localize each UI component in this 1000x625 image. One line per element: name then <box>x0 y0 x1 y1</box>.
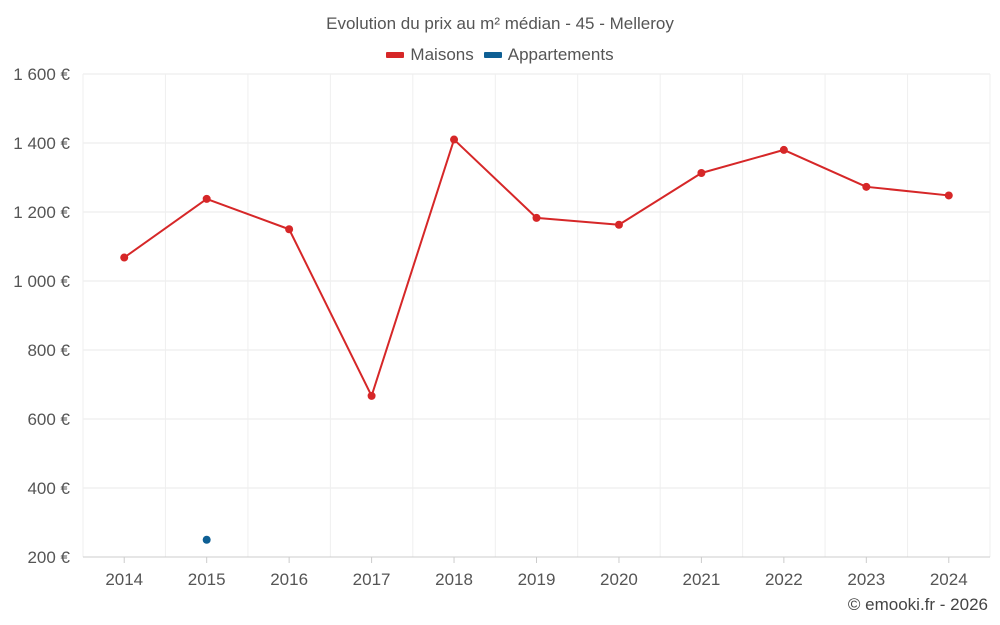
data-point-appartements[interactable] <box>202 535 211 544</box>
legend: Maisons Appartements <box>0 45 1000 65</box>
x-tick-label: 2023 <box>847 570 885 589</box>
data-point-maisons[interactable] <box>614 220 623 229</box>
data-point-maisons[interactable] <box>202 194 211 203</box>
x-tick-label: 2018 <box>435 570 473 589</box>
y-tick-label: 1 400 € <box>13 134 70 153</box>
x-tick-label: 2019 <box>518 570 556 589</box>
x-tick-label: 2022 <box>765 570 803 589</box>
data-point-maisons[interactable] <box>532 213 541 222</box>
data-point-maisons[interactable] <box>862 182 871 191</box>
x-tick-label: 2020 <box>600 570 638 589</box>
data-point-maisons[interactable] <box>779 145 788 154</box>
data-point-maisons[interactable] <box>285 225 294 234</box>
legend-swatch-appartements <box>483 52 502 58</box>
grid-lines <box>82 73 991 558</box>
y-tick-label: 400 € <box>27 479 70 498</box>
x-tick-label: 2014 <box>105 570 143 589</box>
series-layer <box>120 135 953 544</box>
credit-text: © emooki.fr - 2026 <box>847 595 988 614</box>
x-tick-label: 2017 <box>353 570 391 589</box>
y-tick-label: 800 € <box>27 341 70 360</box>
data-point-maisons[interactable] <box>944 191 953 200</box>
data-point-maisons[interactable] <box>367 391 376 400</box>
legend-swatch-maisons <box>386 52 405 58</box>
data-point-maisons[interactable] <box>697 169 706 178</box>
legend-label-appartements: Appartements <box>507 45 614 64</box>
chart-title: Evolution du prix au m² médian - 45 - Me… <box>326 14 674 33</box>
x-tick-label: 2016 <box>270 570 308 589</box>
legend-label-maisons: Maisons <box>410 45 474 64</box>
y-tick-label: 1 600 € <box>13 65 70 84</box>
x-tick-label: 2021 <box>682 570 720 589</box>
x-tick-label: 2024 <box>930 570 968 589</box>
axes: 200 € 400 € 600 € 800 € 1 000 € 1 200 € 1 400 … <box>13 65 990 589</box>
y-tick-label: 200 € <box>27 548 70 567</box>
y-tick-label: 1 000 € <box>13 272 70 291</box>
legend-item-appartements[interactable]: Appartements <box>483 45 614 65</box>
legend-item-maisons[interactable]: Maisons <box>386 45 474 65</box>
x-tick-label: 2015 <box>188 570 226 589</box>
data-point-maisons[interactable] <box>450 135 459 144</box>
data-point-maisons[interactable] <box>120 253 129 262</box>
y-tick-label: 1 200 € <box>13 203 70 222</box>
y-tick-label: 600 € <box>27 410 70 429</box>
